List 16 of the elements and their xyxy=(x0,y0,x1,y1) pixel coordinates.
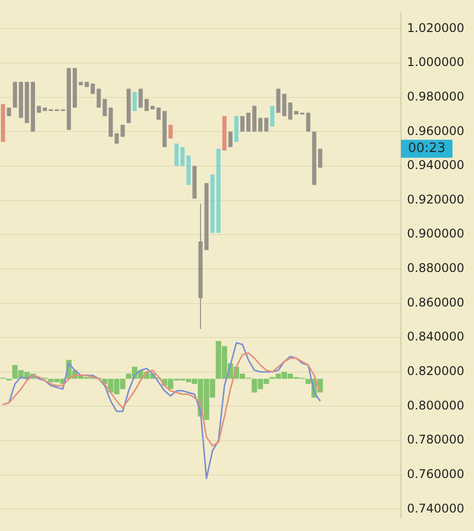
y-tick-label: 0.960000 xyxy=(407,124,464,138)
y-tick-label: 0.860000 xyxy=(407,295,464,310)
y-tick-label: 0.940000 xyxy=(407,158,464,172)
y-tick-label: 0.900000 xyxy=(407,226,464,241)
y-tick-label: 0.880000 xyxy=(407,261,464,276)
y-tick-label: 0.800000 xyxy=(407,398,464,412)
y-tick-label: 0.780000 xyxy=(407,432,464,447)
text: 00:23 xyxy=(408,141,446,156)
y-tick-label: 0.740000 xyxy=(407,501,464,516)
y-tick-label: 0.920000 xyxy=(407,192,464,206)
y-tick-label: 0.820000 xyxy=(407,364,464,378)
y-tick-label: 1.000000 xyxy=(407,55,464,70)
y-tick-label: 1.020000 xyxy=(407,20,464,35)
y-tick-label: 0.980000 xyxy=(407,89,464,104)
y-tick-label: 0.840000 xyxy=(407,330,464,344)
y-tick-label: 0.760000 xyxy=(407,467,464,482)
